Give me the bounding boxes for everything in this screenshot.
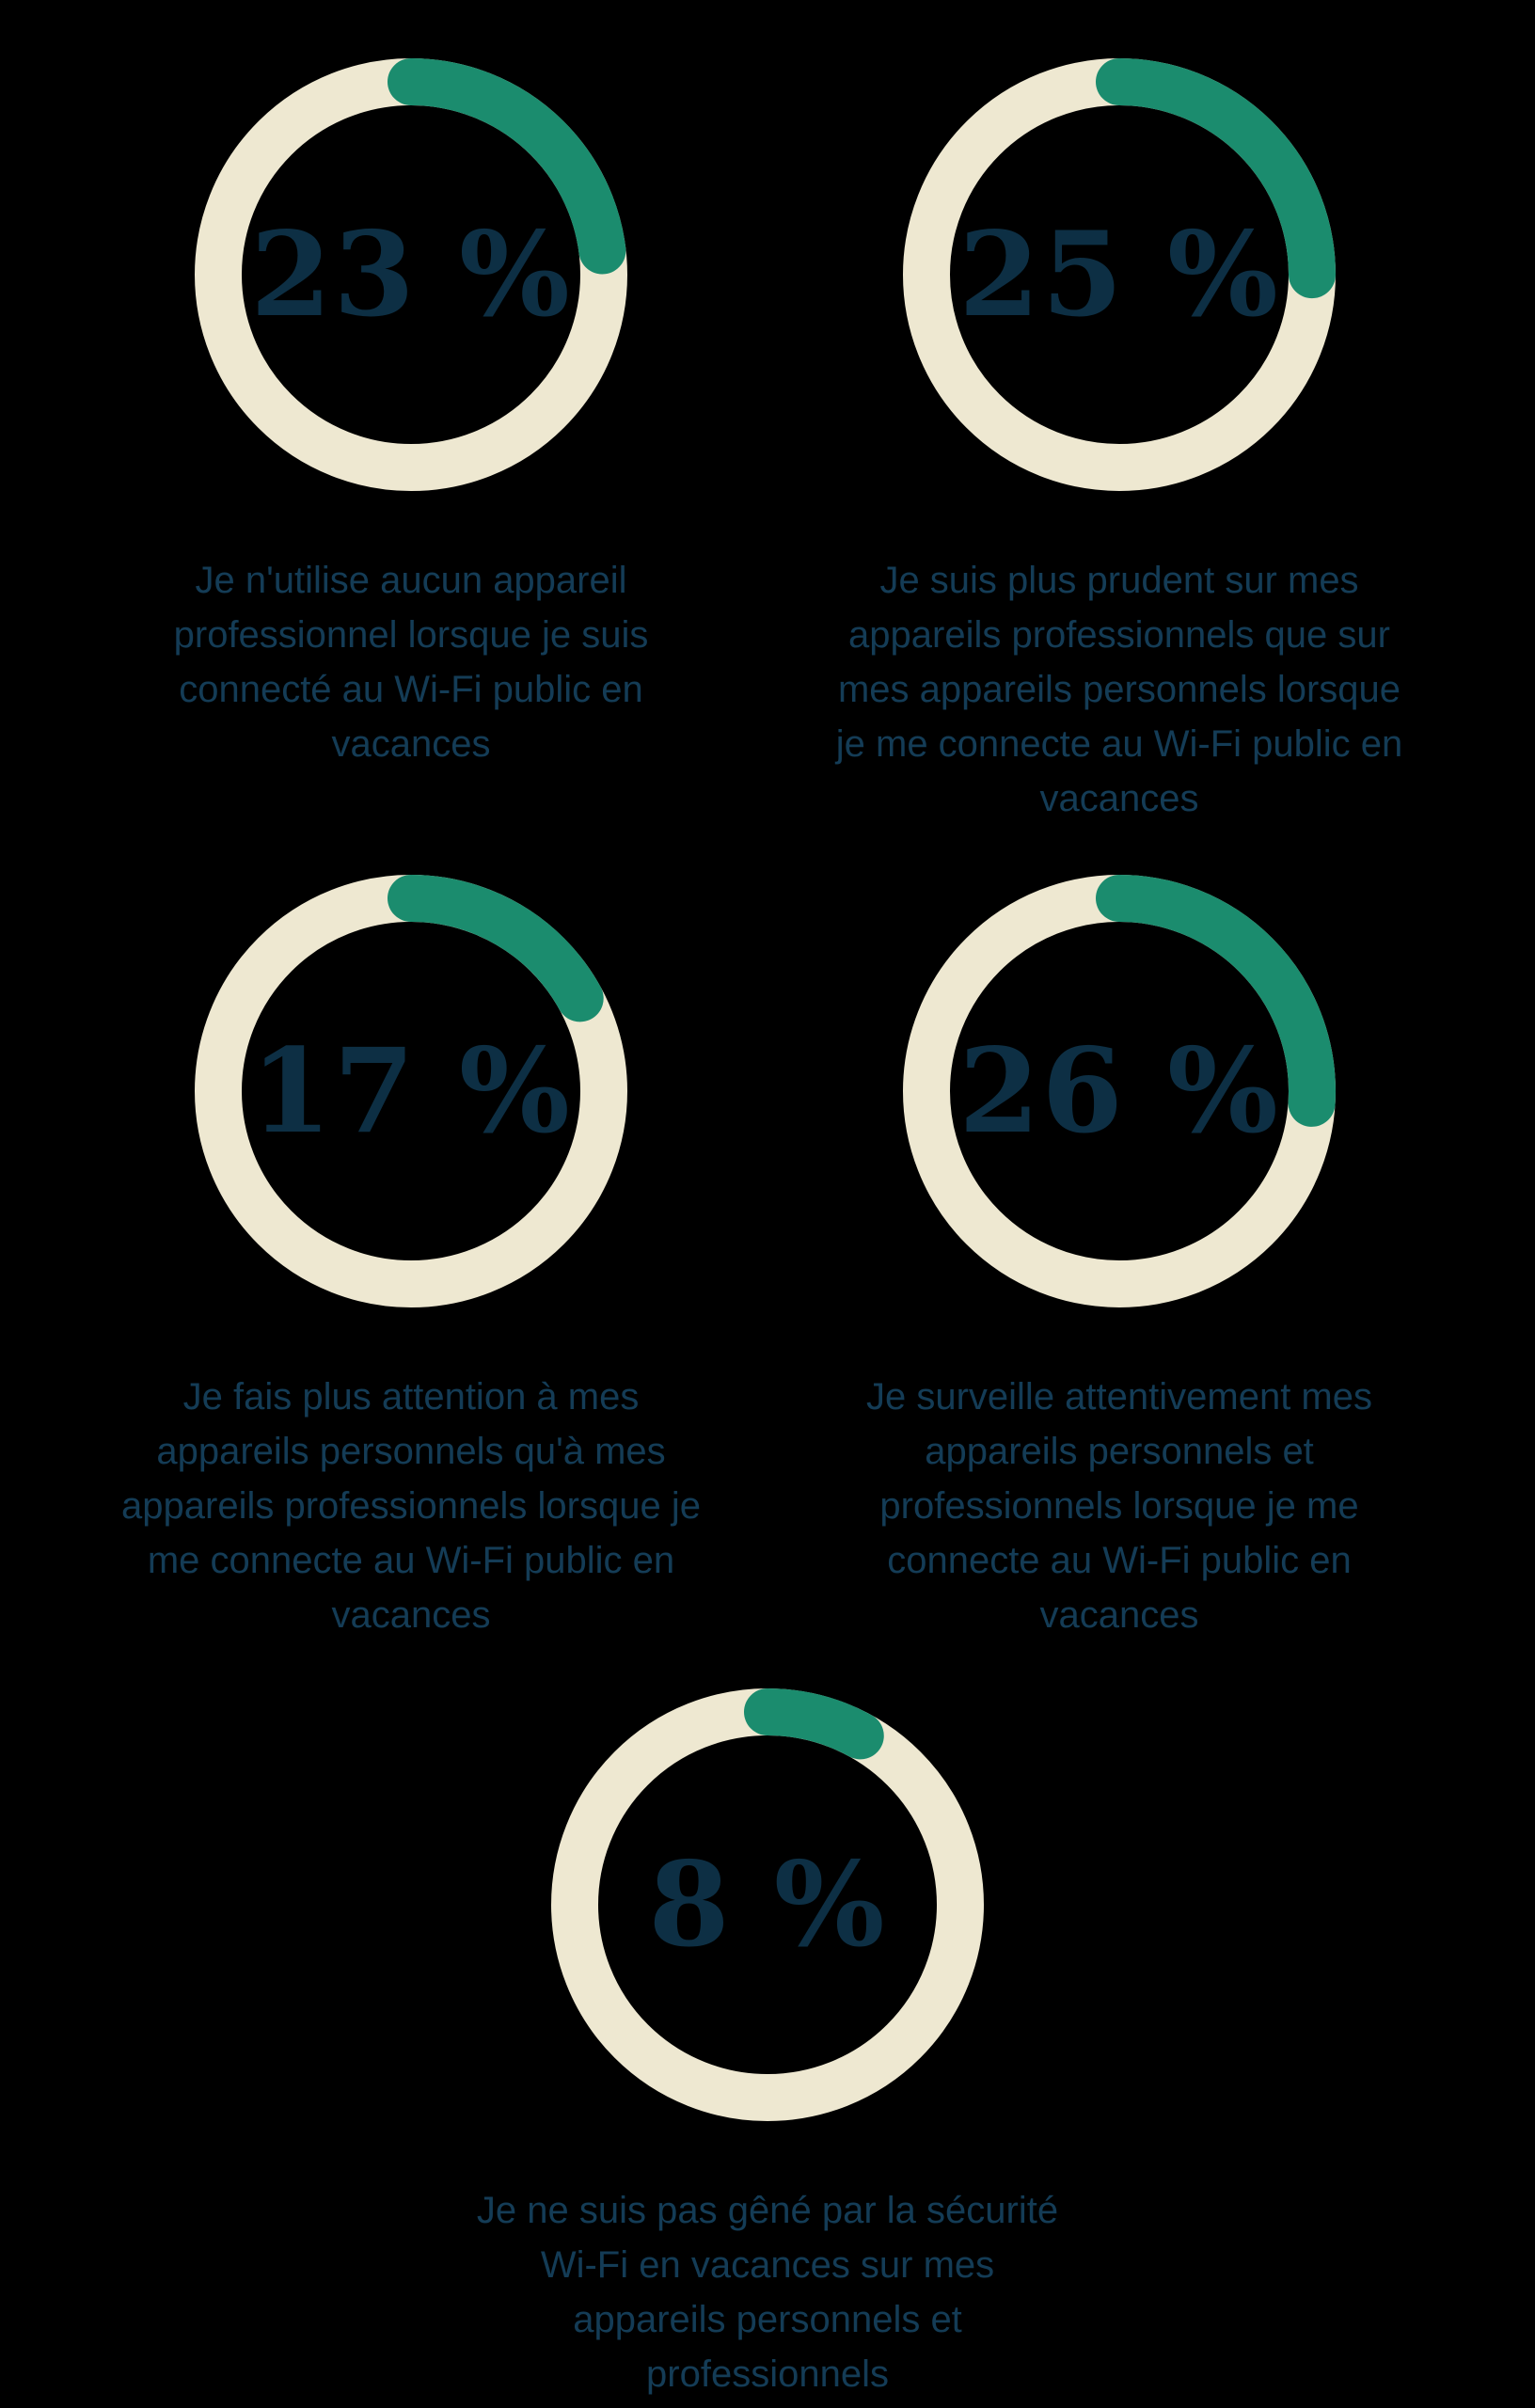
donut-caption: Je ne suis pas gêné par la sécurité Wi-F… <box>476 2190 1059 2395</box>
stat-block-more-careful-work-devices: 25 % Je suis plus prudent sur mes appare… <box>809 58 1430 826</box>
stat-block-no-work-device: 23 % Je n'utilise aucun appareil profess… <box>101 58 721 771</box>
donut-caption: Je suis plus prudent sur mes appareils p… <box>835 560 1403 819</box>
donut-chart-25: 25 % <box>903 58 1336 491</box>
donut-ring-svg <box>551 1688 984 2121</box>
donut-progress-arc <box>551 1688 984 2121</box>
donut-chart-23: 23 % <box>195 58 627 491</box>
donut-ring-svg <box>903 58 1336 491</box>
donut-caption: Je n'utilise aucun appareil professionne… <box>173 560 649 765</box>
stat-block-not-bothered: 8 % Je ne suis pas gêné par la sécurité … <box>457 1688 1078 2401</box>
donut-ring-svg <box>195 875 627 1307</box>
donut-ring-svg <box>195 58 627 491</box>
donut-chart-17: 17 % <box>195 875 627 1307</box>
donut-value-label: 23 % <box>250 206 572 343</box>
donut-progress-arc <box>195 875 627 1307</box>
donut-value-label: 26 % <box>958 1022 1280 1160</box>
donut-progress-arc <box>195 58 627 491</box>
donut-value-label: 8 % <box>648 1836 887 1973</box>
donut-caption: Je fais plus attention à mes appareils p… <box>121 1376 701 1636</box>
donut-progress-arc <box>903 875 1336 1307</box>
donut-progress-arc <box>903 58 1336 491</box>
donut-value-label: 25 % <box>958 206 1280 343</box>
donut-ring-svg <box>903 875 1336 1307</box>
stat-block-monitor-all-devices: 26 % Je surveille attentivement mes appa… <box>809 875 1430 1642</box>
donut-chart-8: 8 % <box>551 1688 984 2121</box>
donut-chart-26: 26 % <box>903 875 1336 1307</box>
donut-caption: Je surveille attentivement mes appareils… <box>865 1376 1372 1636</box>
stat-block-more-careful-personal-devices: 17 % Je fais plus attention à mes appare… <box>101 875 721 1642</box>
donut-value-label: 17 % <box>250 1022 572 1160</box>
